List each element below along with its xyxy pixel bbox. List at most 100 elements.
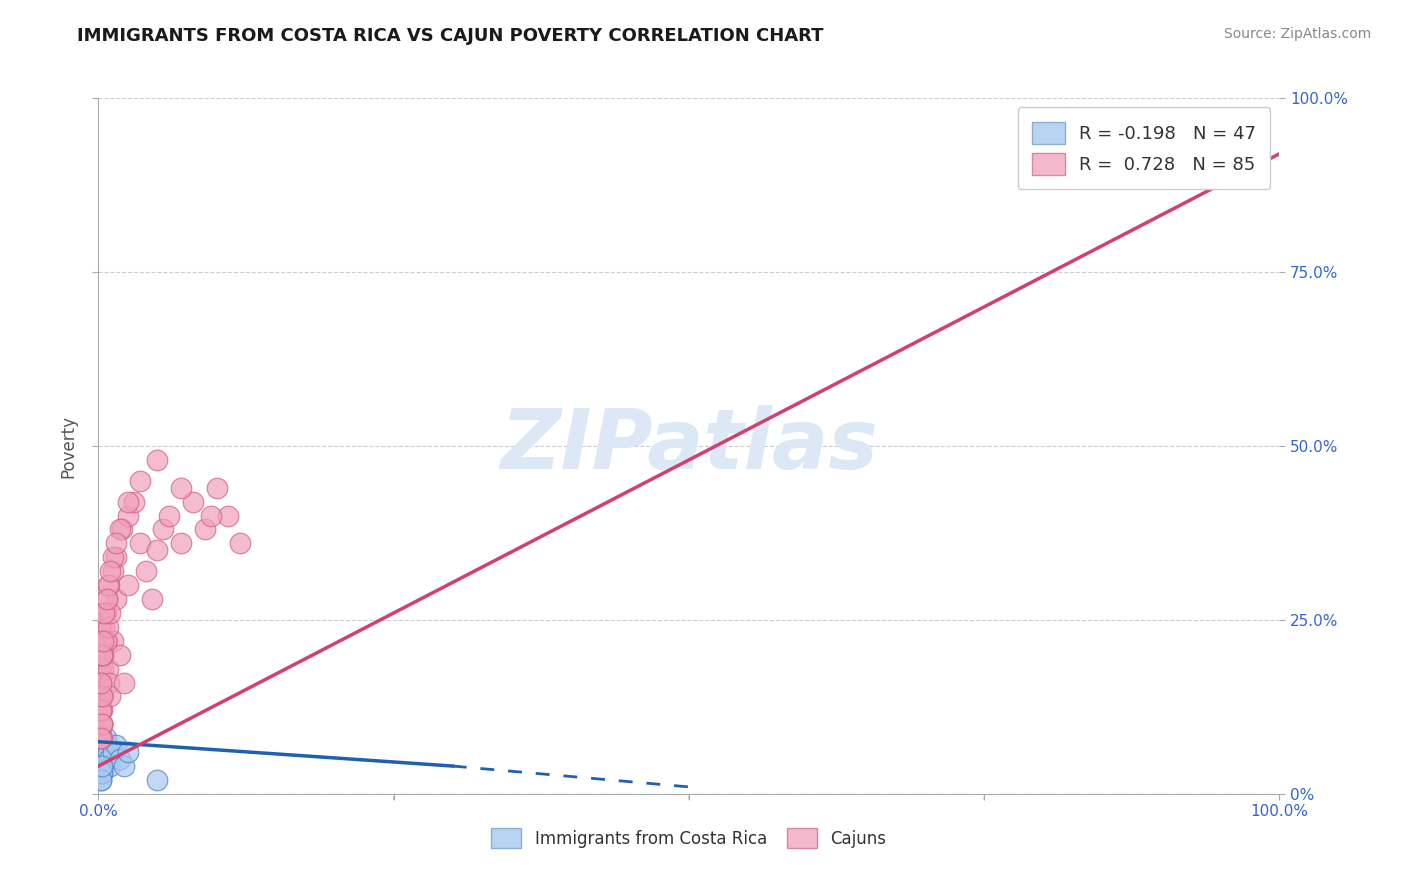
Point [91,717,114,731]
Point [90,752,112,766]
Point [90,738,112,752]
Point [152,523,174,537]
Point [146,543,169,558]
Point [97,745,120,759]
Point [108,752,131,766]
Point [170,481,193,495]
Point [90,690,112,704]
Point [91,633,114,648]
Point [90,703,112,717]
Point [117,578,139,592]
Point [89,717,111,731]
Point [89,633,111,648]
Point [91,759,114,773]
Point [90,703,112,717]
Point [181,494,204,508]
Point [98,606,121,620]
Point [101,564,124,578]
Point [98,675,121,690]
Point [91,648,114,662]
Point [89,662,111,676]
Point [91,662,114,676]
Point [98,752,121,766]
Point [91,731,114,746]
Point [91,690,114,704]
Point [90,633,112,648]
Point [90,703,112,717]
Point [96,592,118,607]
Point [91,766,114,780]
Point [89,662,111,676]
Point [91,759,114,773]
Point [90,752,112,766]
Point [91,690,114,704]
Point [117,494,139,508]
Point [89,738,111,752]
Point [200,508,222,523]
Point [91,738,114,752]
Point [98,759,121,773]
Point [89,745,111,759]
Point [91,648,114,662]
Point [91,766,114,780]
Point [90,766,112,780]
Point [89,662,111,676]
Point [112,759,135,773]
Point [96,633,118,648]
Point [90,648,112,662]
Point [122,494,145,508]
Point [94,633,117,648]
Point [97,620,120,634]
Point [128,474,150,488]
Point [157,508,180,523]
Point [89,752,111,766]
Point [89,690,111,704]
Point [146,453,169,467]
Point [89,759,111,773]
Point [91,752,114,766]
Point [93,738,115,752]
Point [90,675,112,690]
Y-axis label: Poverty: Poverty [59,415,77,477]
Text: Source: ZipAtlas.com: Source: ZipAtlas.com [1223,27,1371,41]
Point [170,536,193,550]
Point [90,675,112,690]
Point [101,745,124,759]
Point [89,682,111,697]
Point [105,738,128,752]
Point [111,523,134,537]
Point [105,592,128,607]
Point [89,745,111,759]
Point [91,717,114,731]
Point [91,759,114,773]
Text: IMMIGRANTS FROM COSTA RICA VS CAJUN POVERTY CORRELATION CHART: IMMIGRANTS FROM COSTA RICA VS CAJUN POVE… [77,27,824,45]
Point [89,690,111,704]
Point [91,759,114,773]
Point [90,752,112,766]
Point [93,620,115,634]
Point [90,731,112,746]
Point [205,481,228,495]
Point [89,717,111,731]
Point [93,606,115,620]
Point [146,772,169,787]
Point [128,536,150,550]
Text: ZIPatlas: ZIPatlas [501,406,877,486]
Point [90,745,112,759]
Point [112,675,135,690]
Point [94,606,117,620]
Point [98,564,121,578]
Point [98,578,121,592]
Point [194,523,217,537]
Point [90,648,112,662]
Point [101,550,124,565]
Point [91,648,114,662]
Point [90,738,112,752]
Point [90,633,112,648]
Point [141,592,163,607]
Point [90,703,112,717]
Point [91,703,114,717]
Point [229,536,252,550]
Point [89,745,111,759]
Point [96,738,118,752]
